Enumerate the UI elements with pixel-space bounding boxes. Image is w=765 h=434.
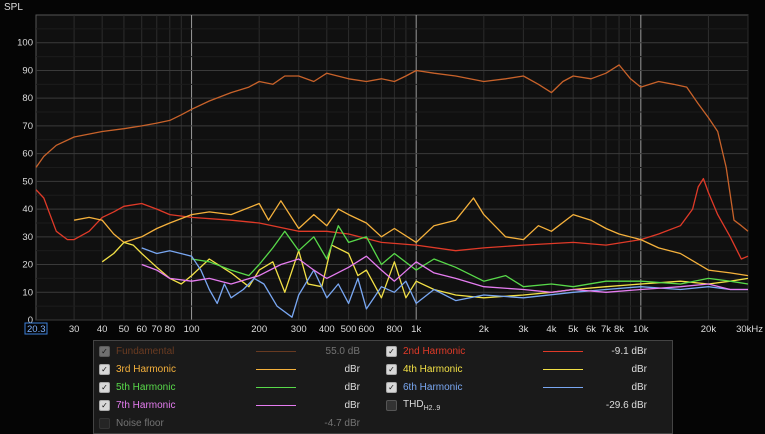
x-tick-label: 7k (601, 324, 611, 335)
x-tick-label: 100 (184, 324, 200, 335)
legend-item-h6: ✓ 6th Harmonic dBr (386, 379, 647, 396)
legend-label: 5th Harmonic (116, 382, 176, 393)
series-line-3rd-harmonic (73, 197, 749, 277)
legend-label: 6th Harmonic (403, 382, 463, 393)
x-tick-label: 300 (291, 324, 307, 335)
x-tick-label: 8k (614, 324, 624, 335)
legend-checkbox-thd[interactable] (386, 400, 397, 411)
x-tick-label: 800 (386, 324, 402, 335)
y-tick-label: 60 (22, 149, 33, 160)
x-tick-label: 20.3 (27, 324, 46, 335)
legend-value: -29.6 dBr (605, 400, 647, 411)
legend-swatch (256, 405, 296, 406)
x-tick-label: 30 (69, 324, 80, 335)
x-tick-label: 400 (319, 324, 335, 335)
legend-item-h2: ✓ 2nd Harmonic -9.1 dBr (386, 343, 647, 360)
legend-value: 55.0 dB (325, 346, 360, 357)
legend-item-h5: ✓ 5th Harmonic dBr (99, 379, 360, 396)
x-tick-label: 2k (479, 324, 489, 335)
legend-checkbox-h4[interactable]: ✓ (386, 364, 397, 375)
y-tick-label: 30 (22, 232, 33, 243)
legend-item-h7: ✓ 7th Harmonic dBr (99, 397, 360, 414)
legend-label: 3rd Harmonic (116, 364, 177, 375)
series-line-7th-harmonic (141, 255, 748, 293)
legend-label: 4th Harmonic (403, 364, 463, 375)
series-line-fundamental (35, 64, 749, 232)
x-tick-label: 20k (701, 324, 717, 335)
series-group (35, 64, 749, 318)
legend-item-h4: ✓ 4th Harmonic dBr (386, 361, 647, 378)
legend-swatch (543, 369, 583, 370)
y-tick-label: 10 (22, 287, 33, 298)
x-start-highlight (24, 322, 48, 335)
y-tick-label: 90 (22, 65, 33, 76)
legend-checkbox-h5[interactable]: ✓ (99, 382, 110, 393)
legend-swatch (256, 369, 296, 370)
legend-value: -4.7 dBr (324, 418, 360, 429)
y-tick-label: 40 (22, 204, 33, 215)
legend-value: -9.1 dBr (611, 346, 647, 357)
legend-checkbox-h6[interactable]: ✓ (386, 382, 397, 393)
x-tick-label: 200 (251, 324, 267, 335)
legend-panel: ✓ Fundamental 55.0 dB ✓ 2nd Harmonic -9.1 dBr… (93, 340, 673, 434)
series-line-6th-harmonic (141, 247, 748, 318)
legend-checkbox-h7[interactable]: ✓ (99, 400, 110, 411)
legend-swatch (256, 423, 296, 424)
y-tick-label: 100 (17, 38, 33, 49)
x-axis: 20.3 30 40 50 60 70 80 100 200 300 400 500 600 800 1k 2… (24, 322, 763, 335)
legend-value: dBr (631, 382, 647, 393)
y-tick-label: 70 (22, 121, 33, 132)
x-tick-label: 5k (568, 324, 578, 335)
x-tick-label: 40 (97, 324, 108, 335)
x-tick-label: 10k (633, 324, 649, 335)
legend-value: dBr (344, 364, 360, 375)
legend-label: 2nd Harmonic (403, 346, 466, 357)
x-tick-label: 4k (546, 324, 556, 335)
legend-swatch (543, 351, 583, 352)
legend-swatch (256, 351, 296, 352)
legend-value: dBr (631, 364, 647, 375)
x-tick-label: 1k (411, 324, 421, 335)
legend-label: THDH2..9 (403, 399, 441, 412)
legend-value: dBr (344, 382, 360, 393)
legend-checkbox-noise[interactable] (99, 418, 110, 429)
x-tick-label: 600 (358, 324, 374, 335)
legend-label: Fundamental (116, 346, 175, 357)
legend-item-h3: ✓ 3rd Harmonic dBr (99, 361, 360, 378)
x-tick-label: 50 (119, 324, 130, 335)
x-tick-label: 6k (586, 324, 596, 335)
x-tick-label: 80 (165, 324, 176, 335)
legend-label: 7th Harmonic (116, 400, 176, 411)
y-axis-title: SPL (4, 2, 23, 13)
legend-item-fund: ✓ Fundamental 55.0 dB (99, 343, 360, 360)
legend-swatch (543, 405, 583, 406)
x-tick-label: 70 (151, 324, 162, 335)
x-tick-label: 3k (518, 324, 528, 335)
y-tick-label: 0 (28, 315, 33, 326)
legend-swatch (256, 387, 296, 388)
x-tick-label: 60 (136, 324, 147, 335)
legend-item-noise: Noise floor -4.7 dBr (99, 415, 360, 432)
legend-checkbox-h3[interactable]: ✓ (99, 364, 110, 375)
legend-label: Noise floor (116, 418, 164, 429)
y-tick-label: 80 (22, 93, 33, 104)
legend-checkbox-h2[interactable]: ✓ (386, 346, 397, 357)
y-tick-label: 20 (22, 260, 33, 271)
legend-checkbox-fund[interactable]: ✓ (99, 346, 110, 357)
legend-item-thd: THDH2..9 -29.6 dBr (386, 397, 647, 414)
y-tick-label: 50 (22, 176, 33, 187)
x-tick-label: 30kHz (736, 324, 763, 335)
legend-swatch (543, 387, 583, 388)
series-line-5th-harmonic (191, 225, 749, 288)
y-axis: 0 10 20 30 40 50 60 70 80 90 100 (17, 38, 33, 326)
x-tick-label: 500 (341, 324, 357, 335)
legend-value: dBr (344, 400, 360, 411)
legend-label-sub: H2..9 (423, 405, 441, 412)
